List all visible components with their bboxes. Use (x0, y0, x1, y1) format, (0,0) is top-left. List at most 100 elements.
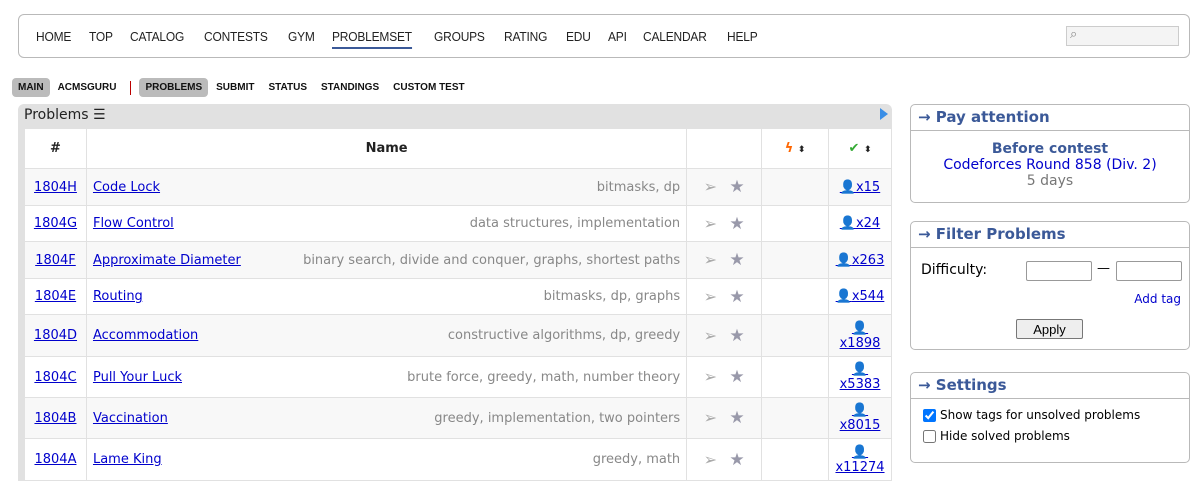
hide-solved-checkbox[interactable] (923, 429, 936, 443)
difficulty-cell (761, 438, 829, 481)
difficulty-cell (761, 314, 829, 357)
col-actions (686, 128, 763, 169)
favorite-star-icon[interactable]: ★ (729, 250, 745, 270)
table-row: 1804A Lame King greedy, math ➢ ★ 👤 x11274 (24, 438, 892, 481)
nav-catalog[interactable]: CATALOG (130, 29, 185, 44)
solved-count-link[interactable]: 👤x263 (835, 252, 885, 268)
problem-id-link[interactable]: 1804F (35, 252, 76, 268)
problem-id-link[interactable]: 1804A (34, 452, 77, 467)
user-icon: 👤 (851, 320, 869, 336)
submenu-standings[interactable]: STANDINGS (320, 82, 380, 93)
problem-name-link[interactable]: Lame King (92, 452, 162, 467)
sort-icon: ⬍ (863, 145, 872, 155)
problem-tags: greedy, implementation, two pointers (434, 410, 681, 426)
solved-count-link[interactable]: 👤x24 (839, 216, 881, 231)
sub-menu: MAIN ACMSGURU PROBLEMS SUBMIT STATUS STA… (12, 78, 473, 97)
nav-groups[interactable]: GROUPS (433, 29, 485, 44)
col-id[interactable]: # (24, 128, 87, 169)
nav-help[interactable]: HELP (727, 29, 759, 44)
nav-top[interactable]: TOP (89, 29, 114, 44)
submenu-status[interactable]: STATUS (268, 82, 307, 93)
submenu-custom-test[interactable]: CUSTOM TEST (393, 82, 465, 93)
check-icon: ✔ (848, 141, 860, 156)
apply-button[interactable]: Apply (1016, 319, 1083, 339)
solved-count-link[interactable]: 👤 x1898 (839, 320, 881, 351)
problem-id-link[interactable]: 1804D (33, 328, 78, 343)
problem-name-link[interactable]: Routing (92, 289, 143, 304)
submit-plane-icon[interactable]: ➢ (703, 408, 717, 427)
favorite-star-icon[interactable]: ★ (729, 325, 745, 346)
submit-plane-icon[interactable]: ➢ (703, 286, 717, 306)
nav-rating[interactable]: RATING (504, 29, 548, 44)
nav-calendar[interactable]: CALENDAR (643, 29, 707, 44)
user-icon: 👤 (851, 403, 869, 418)
difficulty-max[interactable] (1116, 261, 1182, 281)
difficulty-cell (761, 205, 829, 242)
collapse-arrow-icon[interactable] (880, 108, 888, 120)
nav-contests[interactable]: CONTESTS (203, 29, 268, 44)
favorite-star-icon[interactable]: ★ (729, 408, 745, 428)
col-name[interactable]: Name (85, 128, 688, 169)
problem-name-link[interactable]: Flow Control (92, 216, 174, 231)
nav-api[interactable]: API (607, 29, 627, 44)
add-tag-link[interactable]: Add tag (1134, 292, 1181, 306)
problem-tags: bitmasks, dp, graphs (543, 289, 681, 304)
submit-plane-icon[interactable]: ➢ (703, 250, 717, 269)
user-icon: 👤 (839, 216, 856, 231)
show-tags-checkbox[interactable] (923, 408, 936, 422)
solved-count-link[interactable]: 👤 x8015 (839, 403, 881, 433)
user-icon: 👤 (839, 179, 856, 195)
problem-id-link[interactable]: 1804C (34, 369, 77, 385)
nav-edu[interactable]: EDU (566, 29, 591, 44)
box-title: → Pay attention (911, 105, 1189, 131)
submenu-main[interactable]: MAIN (12, 78, 50, 97)
problem-name-link[interactable]: Code Lock (92, 179, 161, 195)
contest-link[interactable]: Codeforces Round 858 (Div. 2) (943, 157, 1157, 173)
problem-tags: greedy, math (592, 452, 681, 467)
hide-solved-label: Hide solved problems (940, 429, 1070, 443)
solved-count-link[interactable]: 👤x15 (839, 179, 881, 195)
panel-title: Problems (24, 107, 89, 123)
col-difficulty[interactable]: ϟ ⬍ (761, 128, 829, 169)
favorite-star-icon[interactable]: ★ (729, 213, 745, 234)
submenu-problems[interactable]: PROBLEMS (139, 78, 209, 97)
problem-name-link[interactable]: Vaccination (92, 410, 168, 426)
submit-plane-icon[interactable]: ➢ (703, 325, 717, 345)
countdown: 5 days (1026, 173, 1074, 189)
favorite-star-icon[interactable]: ★ (729, 449, 745, 470)
table-row: 1804G Flow Control data structures, imple… (24, 205, 892, 242)
submit-plane-icon[interactable]: ➢ (703, 449, 717, 469)
user-icon: 👤 (835, 252, 852, 268)
solved-count-link[interactable]: 👤 x5383 (839, 362, 881, 392)
nav-gym[interactable]: GYM (288, 29, 315, 44)
favorite-star-icon[interactable]: ★ (729, 177, 745, 197)
problems-panel: Problems ☰ # Name ϟ ⬍ ✔ ⬍ 1804H Code Loc… (18, 104, 892, 481)
nav-problemset[interactable]: PROBLEMSET (332, 29, 412, 49)
problem-name-link[interactable]: Accommodation (92, 328, 199, 343)
list-icon[interactable]: ☰ (92, 107, 106, 123)
favorite-star-icon[interactable]: ★ (729, 286, 745, 307)
lightning-icon: ϟ (784, 141, 794, 156)
submit-plane-icon[interactable]: ➢ (703, 213, 717, 233)
problem-id-link[interactable]: 1804H (34, 179, 77, 195)
problem-name-link[interactable]: Pull Your Luck (92, 369, 182, 385)
submenu-acmsguru[interactable]: ACMSGURU (57, 82, 117, 93)
problems-table: # Name ϟ ⬍ ✔ ⬍ 1804H Code Lock bitmasks, … (24, 128, 892, 481)
solved-count-link[interactable]: 👤 x11274 (835, 444, 885, 475)
nav-home[interactable]: HOME (36, 29, 72, 44)
search-input[interactable]: ⌕ (1066, 26, 1179, 46)
col-solved[interactable]: ✔ ⬍ (828, 128, 892, 169)
submenu-submit[interactable]: SUBMIT (216, 82, 255, 93)
favorite-star-icon[interactable]: ★ (729, 367, 745, 387)
table-row: 1804E Routing bitmasks, dp, graphs ➢ ★ 👤x… (24, 278, 892, 315)
solved-count-link[interactable]: 👤x544 (835, 289, 885, 304)
submit-plane-icon[interactable]: ➢ (703, 177, 717, 196)
problem-id-link[interactable]: 1804B (34, 410, 77, 426)
difficulty-min[interactable] (1026, 261, 1092, 281)
submit-plane-icon[interactable]: ➢ (703, 367, 717, 386)
problem-id-link[interactable]: 1804G (33, 216, 78, 231)
table-row: 1804D Accommodation constructive algorith… (24, 314, 892, 357)
divider (130, 80, 132, 95)
problem-name-link[interactable]: Approximate Diameter (92, 252, 241, 268)
problem-id-link[interactable]: 1804E (34, 289, 77, 304)
